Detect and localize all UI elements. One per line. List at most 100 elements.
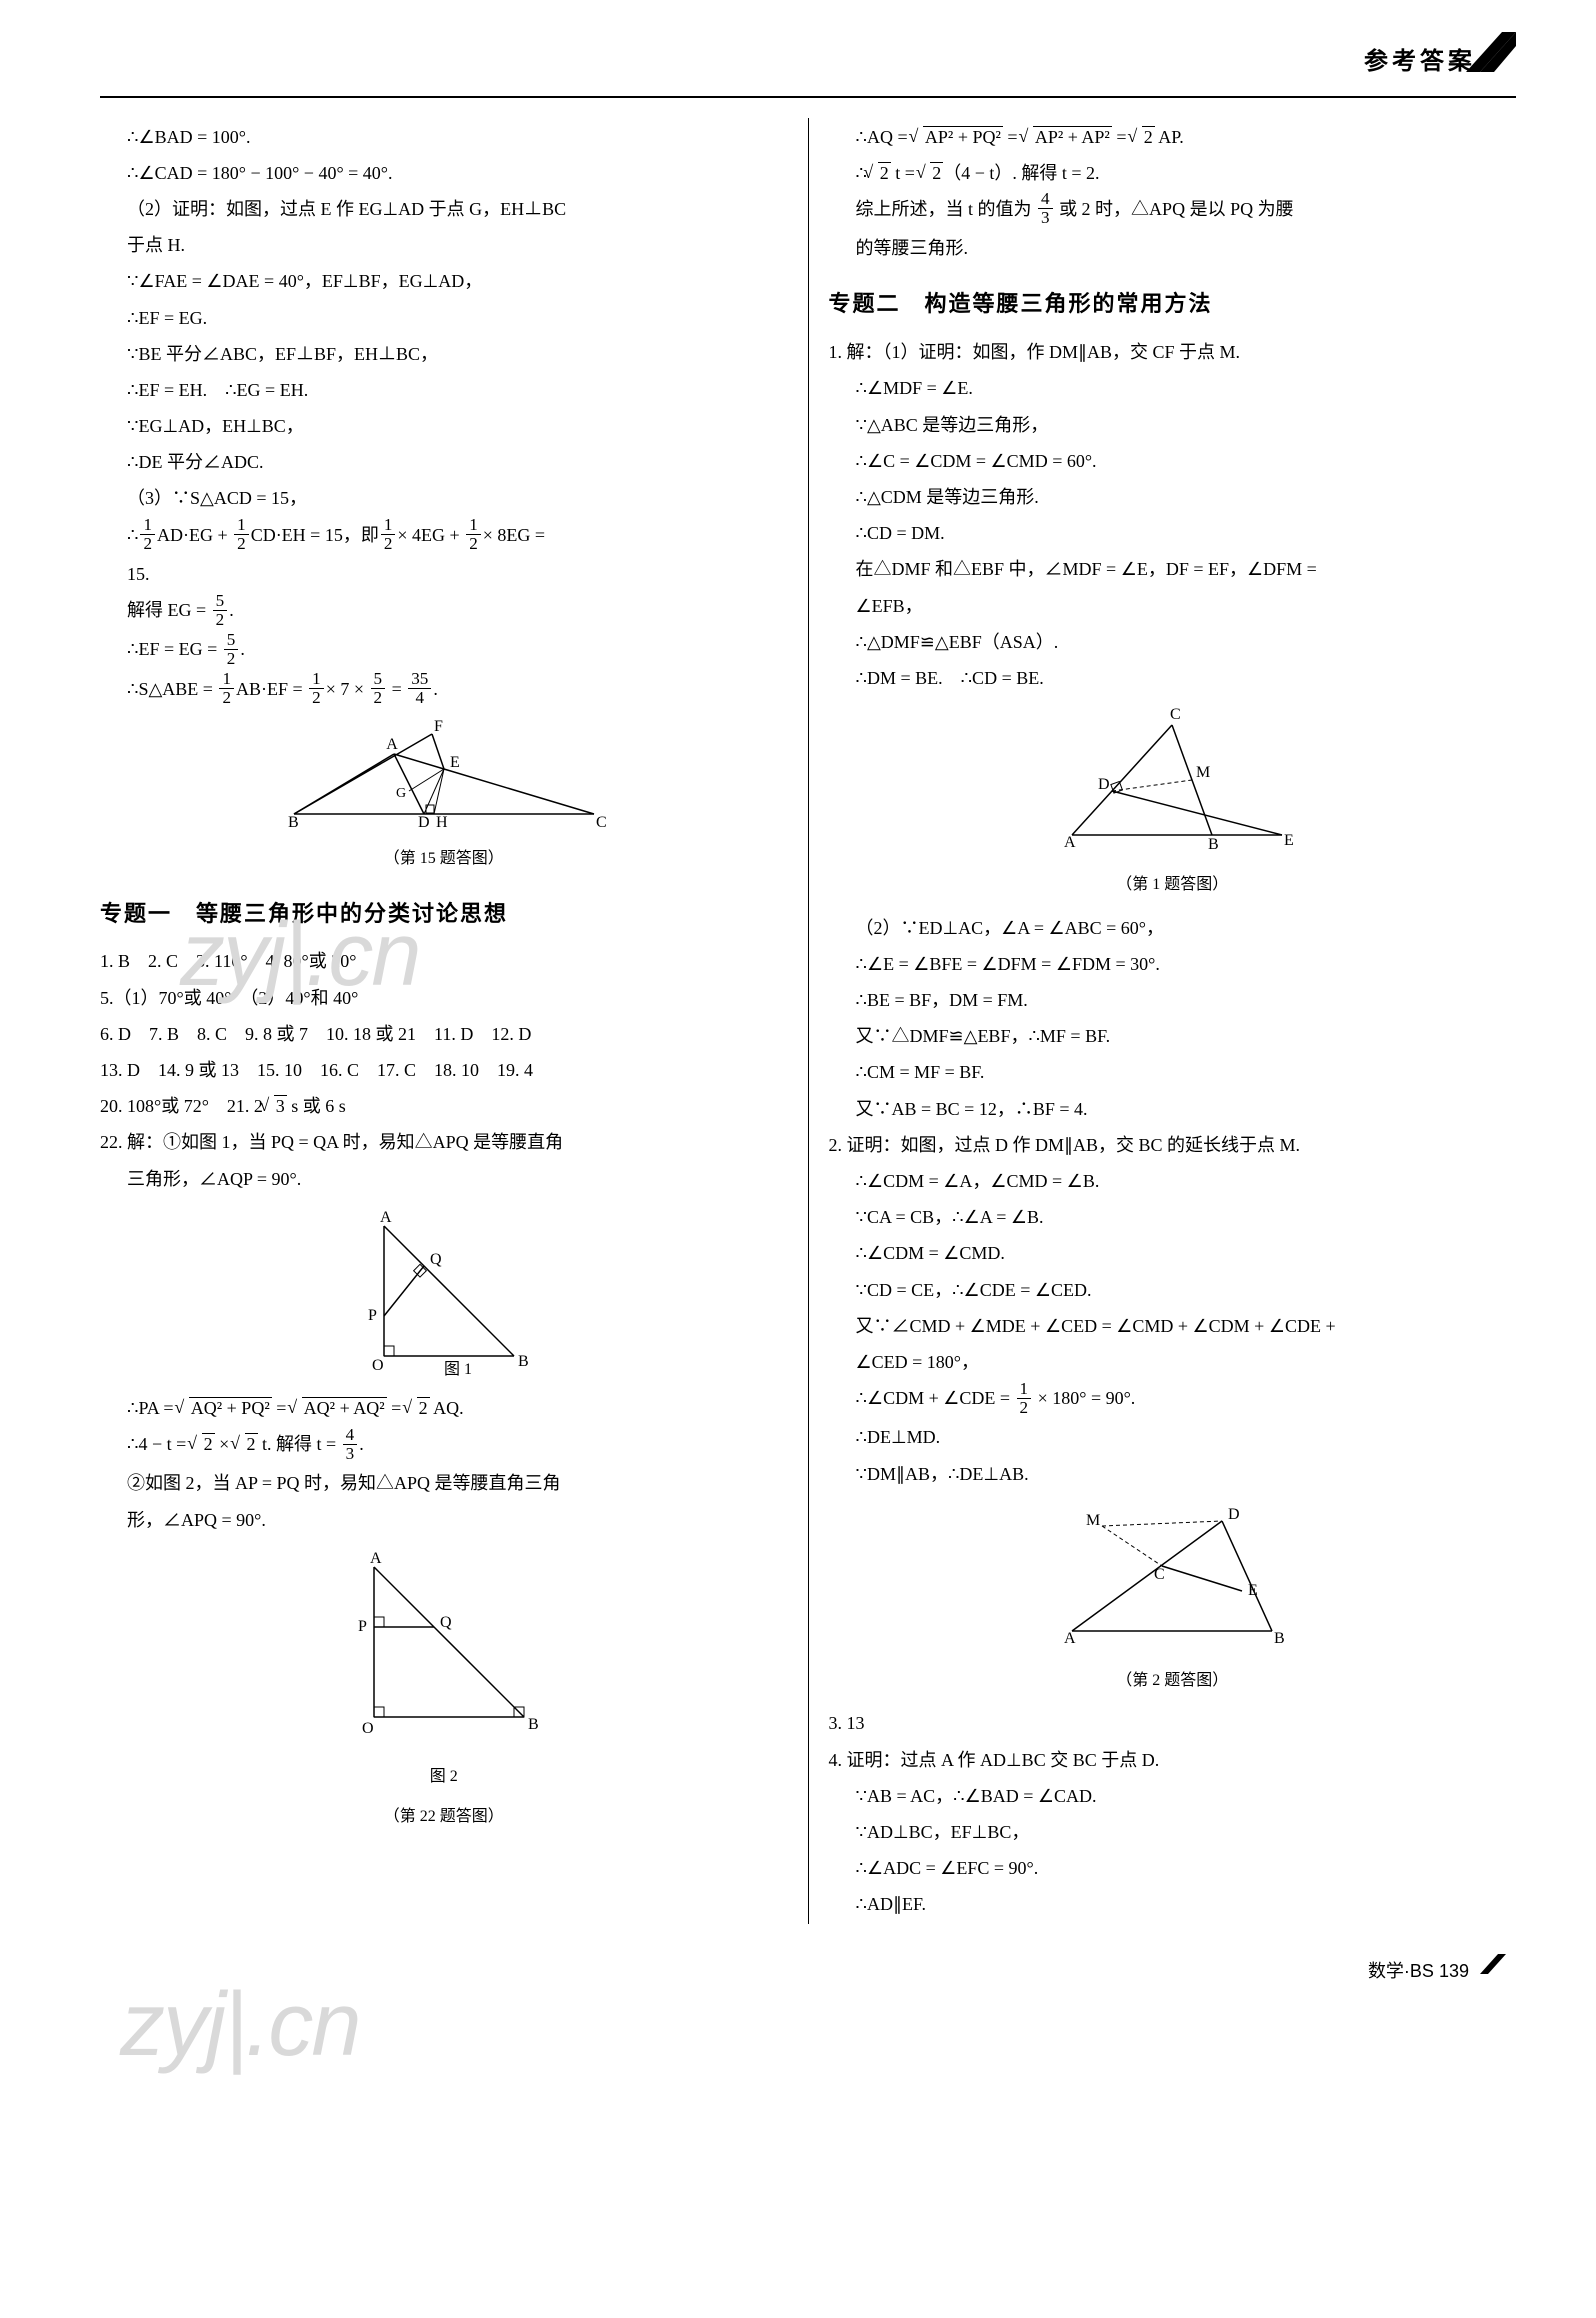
fraction: 12 xyxy=(309,670,324,707)
svg-text:C: C xyxy=(1170,706,1181,723)
text-line: ∴△DMF≌△EBF（ASA）. xyxy=(829,625,1517,659)
sqrt: 3 xyxy=(263,1089,287,1123)
text-line: ∴CM = MF = BF. xyxy=(829,1055,1517,1089)
svg-text:B: B xyxy=(528,1716,539,1733)
svg-text:图 1: 图 1 xyxy=(444,1361,472,1376)
text-line: ∴DM = BE. ∴CD = BE. xyxy=(829,661,1517,695)
fraction: 12 xyxy=(219,670,234,707)
text-line: （3）∵S△ACD = 15， xyxy=(100,481,788,515)
text-line: 又∵△DMF≌△EBF，∴MF = BF. xyxy=(829,1019,1517,1053)
text-line: （2）∵ED⊥AC，∠A = ∠ABC = 60°， xyxy=(829,911,1517,945)
text-line: ∴DE 平分∠ADC. xyxy=(100,445,788,479)
sqrt: AQ² + AQ² xyxy=(291,1391,387,1425)
svg-text:A: A xyxy=(386,736,398,753)
text-line: ∴EF = EG = 52. xyxy=(100,632,788,669)
page-header: 参考答案 xyxy=(100,40,1516,86)
text-line: ∴∠ADC = ∠EFC = 90°. xyxy=(829,1851,1517,1885)
fraction: 354 xyxy=(408,670,431,707)
svg-text:Q: Q xyxy=(440,1614,452,1631)
sqrt: AQ² + PQ² xyxy=(178,1391,272,1425)
left-column: ∴∠BAD = 100°. ∴∠CAD = 180° − 100° − 40° … xyxy=(100,118,809,1924)
right-column: ∴AQ = AP² + PQ² = AP² + AP² = 2 AP. ∴2 t… xyxy=(809,118,1517,1924)
text: ∴4 − t = xyxy=(127,1434,191,1454)
text: 或 2 时，△APQ 是以 PQ 为腰 xyxy=(1055,199,1294,219)
svg-text:P: P xyxy=(358,1618,367,1635)
text: ∴AQ = xyxy=(856,127,913,147)
svg-text:E: E xyxy=(1284,832,1294,849)
text: AQ. xyxy=(430,1398,464,1418)
text-line: ∴S△ABE = 12AB·EF = 12× 7 × 52 = 354. xyxy=(100,672,788,709)
figure-q1-caption: （第 1 题答图） xyxy=(829,870,1517,900)
text-line: ∴DE⊥MD. xyxy=(829,1420,1517,1454)
fraction: 12 xyxy=(466,516,481,553)
text: t. 解得 t = xyxy=(258,1434,341,1454)
text-line: ∴EF = EH. ∴EG = EH. xyxy=(100,373,788,407)
text: ∴S△ABE = xyxy=(127,679,217,699)
svg-text:B: B xyxy=(518,1353,529,1370)
text-line: ∵EG⊥AD，EH⊥BC， xyxy=(100,409,788,443)
text-line: 于点 H. xyxy=(100,228,788,262)
header-title: 参考答案 xyxy=(1364,49,1476,75)
figure-tri-1: A O B P Q 图 1 xyxy=(100,1206,788,1387)
svg-text:A: A xyxy=(1064,834,1076,851)
text: （3）∵S△ACD = 15， xyxy=(127,488,307,508)
text: . xyxy=(433,679,438,699)
fraction: 43 xyxy=(1038,190,1053,227)
header-logo xyxy=(1466,32,1516,95)
footer-text: 数学·BS 139 xyxy=(1368,1961,1469,1981)
figure-q1: C A B E D M xyxy=(829,705,1517,866)
text-line: ∴∠CDM + ∠CDE = 12 × 180° = 90°. xyxy=(829,1381,1517,1418)
text: 解得 EG = xyxy=(127,600,211,620)
footer-logo xyxy=(1480,1954,1506,1989)
page-footer: 数学·BS 139 xyxy=(100,1954,1516,1990)
text-line: ∵AB = AC，∴∠BAD = ∠CAD. xyxy=(829,1779,1517,1813)
text-line: 2. 证明：如图，过点 D 作 DM∥AB，交 BC 的延长线于点 M. xyxy=(829,1128,1517,1162)
answer-line: 22. 解：①如图 1，当 PQ = QA 时，易知△APQ 是等腰直角 xyxy=(100,1125,788,1159)
sqrt: 2 xyxy=(867,156,891,190)
text-line: ∠EFB， xyxy=(829,589,1517,623)
svg-text:H: H xyxy=(436,814,448,829)
svg-text:B: B xyxy=(1208,836,1219,853)
svg-text:B: B xyxy=(288,814,299,829)
svg-text:E: E xyxy=(1248,1582,1258,1599)
figure-q2-caption: （第 2 题答图） xyxy=(829,1666,1517,1696)
svg-text:G: G xyxy=(396,786,406,801)
header-rule xyxy=(100,96,1516,98)
figure-q2: A B C D E M xyxy=(829,1501,1517,1662)
svg-text:D: D xyxy=(1228,1506,1240,1523)
sqrt: AP² + PQ² xyxy=(912,120,1003,154)
text-line: ∠CED = 180°， xyxy=(829,1345,1517,1379)
text: 综上所述，当 t 的值为 xyxy=(856,199,1037,219)
text-line: ∴∠CDM = ∠CMD. xyxy=(829,1236,1517,1270)
svg-text:A: A xyxy=(380,1209,392,1226)
text-line: ∴EF = EG. xyxy=(100,301,788,335)
text-line: ∵AD⊥BC，EF⊥BC， xyxy=(829,1815,1517,1849)
text: ∴PA = xyxy=(127,1398,178,1418)
text: s 或 6 s xyxy=(287,1096,346,1116)
text-line: ∵△ABC 是等边三角形， xyxy=(829,408,1517,442)
text-line: ∴∠CAD = 180° − 100° − 40° = 40°. xyxy=(100,156,788,190)
text-line: ∴12AD·EG + 12CD·EH = 15，即12× 4EG + 12× 8… xyxy=(100,518,788,555)
fraction: 12 xyxy=(381,516,396,553)
text-line: 15. xyxy=(100,557,788,591)
text: . xyxy=(240,639,245,659)
sqrt: 2 xyxy=(919,156,943,190)
sqrt: 2 xyxy=(191,1427,215,1461)
text-line: 综上所述，当 t 的值为 43 或 2 时，△APQ 是以 PQ 为腰 xyxy=(829,192,1517,229)
svg-text:A: A xyxy=(1064,1630,1076,1647)
text-line: ∴BE = BF，DM = FM. xyxy=(829,983,1517,1017)
figure-22-caption: （第 22 题答图） xyxy=(100,1802,788,1832)
svg-text:O: O xyxy=(362,1720,374,1737)
text-line: 又∵AB = BC = 12，∴BF = 4. xyxy=(829,1092,1517,1126)
text: × 4EG + xyxy=(397,525,464,545)
text-line: （2）证明：如图，过点 E 作 EG⊥AD 于点 G，EH⊥BC xyxy=(100,192,788,226)
text-line: ∴∠CDM = ∠A，∠CMD = ∠B. xyxy=(829,1164,1517,1198)
text-line: ∴PA = AQ² + PQ² = AQ² + AQ² = 2 AQ. xyxy=(100,1391,788,1425)
answer-line: 13. D 14. 9 或 13 15. 10 16. C 17. C 18. … xyxy=(100,1053,788,1087)
figure-15: A B C D E F G H xyxy=(100,719,788,840)
svg-text:A: A xyxy=(370,1550,382,1567)
text-line: 4. 证明：过点 A 作 AD⊥BC 交 BC 于点 D. xyxy=(829,1743,1517,1777)
figure-tri-2: A O B P Q xyxy=(100,1547,788,1758)
text-line: ∵DM∥AB，∴DE⊥AB. xyxy=(829,1457,1517,1491)
answer-line: 三角形，∠AQP = 90°. xyxy=(100,1162,788,1196)
